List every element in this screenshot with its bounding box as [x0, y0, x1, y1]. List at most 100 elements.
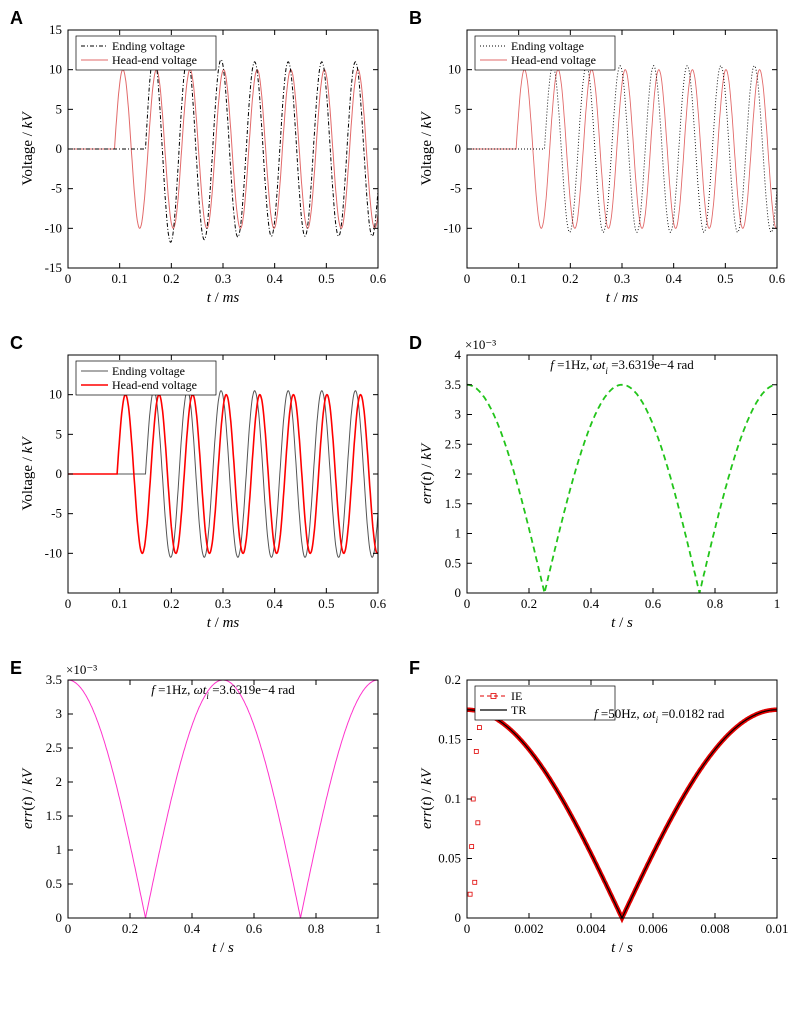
svg-text:err(t) / kV: err(t) / kV [419, 767, 435, 829]
panel-F: F 00.0020.0040.0060.0080.0100.050.10.150… [409, 660, 793, 960]
svg-text:0.8: 0.8 [707, 596, 723, 611]
svg-text:-10: -10 [45, 545, 62, 560]
svg-text:-15: -15 [45, 260, 62, 275]
svg-text:1: 1 [455, 526, 462, 541]
svg-text:0.2: 0.2 [122, 921, 138, 936]
svg-text:0: 0 [65, 271, 72, 286]
chart-F: 00.0020.0040.0060.0080.0100.050.10.150.2… [409, 660, 789, 960]
svg-text:f =1Hz, ωti =3.6319e−4 rad: f =1Hz, ωti =3.6319e−4 rad [550, 357, 694, 376]
chart-E: 00.20.40.60.8100.511.522.533.5×10⁻³t / s… [10, 660, 390, 960]
svg-text:0.8: 0.8 [308, 921, 324, 936]
svg-text:1: 1 [375, 921, 382, 936]
chart-A: 00.10.20.30.40.50.6-15-10-5051015t / msV… [10, 10, 390, 310]
svg-text:2: 2 [56, 774, 63, 789]
svg-text:0: 0 [464, 596, 471, 611]
svg-text:5: 5 [56, 101, 63, 116]
svg-text:-10: -10 [45, 220, 62, 235]
panel-label-E: E [10, 658, 22, 679]
svg-text:0.3: 0.3 [215, 596, 231, 611]
svg-text:0.4: 0.4 [583, 596, 600, 611]
svg-text:0.15: 0.15 [438, 732, 461, 747]
svg-text:0.4: 0.4 [666, 271, 683, 286]
svg-text:0: 0 [56, 910, 63, 925]
svg-text:1: 1 [774, 596, 781, 611]
svg-text:0: 0 [464, 271, 471, 286]
svg-text:0.004: 0.004 [576, 921, 606, 936]
svg-text:0.2: 0.2 [521, 596, 537, 611]
svg-text:0.4: 0.4 [267, 271, 284, 286]
svg-text:0.2: 0.2 [562, 271, 578, 286]
svg-text:0: 0 [56, 466, 63, 481]
svg-text:0.01: 0.01 [766, 921, 789, 936]
svg-text:0.2: 0.2 [163, 596, 179, 611]
svg-text:0.5: 0.5 [318, 596, 334, 611]
svg-text:1.5: 1.5 [46, 808, 62, 823]
svg-text:0.006: 0.006 [638, 921, 668, 936]
svg-text:0.1: 0.1 [112, 271, 128, 286]
svg-text:0: 0 [455, 141, 462, 156]
panel-C: C 00.10.20.30.40.50.6-10-50510t / msVolt… [10, 335, 394, 635]
panel-label-D: D [409, 333, 422, 354]
svg-text:0: 0 [56, 141, 63, 156]
svg-text:0.5: 0.5 [717, 271, 733, 286]
figure-grid: A 00.10.20.30.40.50.6-15-10-5051015t / m… [10, 10, 793, 960]
svg-text:t / ms: t / ms [207, 290, 240, 306]
panel-label-F: F [409, 658, 420, 679]
svg-text:10: 10 [49, 387, 62, 402]
svg-text:2: 2 [455, 466, 462, 481]
svg-text:0.1: 0.1 [112, 596, 128, 611]
svg-text:0.6: 0.6 [645, 596, 662, 611]
svg-text:2.5: 2.5 [46, 740, 62, 755]
svg-text:15: 15 [49, 22, 62, 37]
svg-text:0.1: 0.1 [511, 271, 527, 286]
svg-text:×10⁻³: ×10⁻³ [465, 337, 496, 352]
svg-text:5: 5 [56, 426, 63, 441]
svg-text:0.6: 0.6 [769, 271, 786, 286]
svg-text:10: 10 [49, 62, 62, 77]
svg-text:0.5: 0.5 [46, 876, 62, 891]
panel-A: A 00.10.20.30.40.50.6-15-10-5051015t / m… [10, 10, 394, 310]
svg-text:3: 3 [455, 407, 462, 422]
panel-label-B: B [409, 8, 422, 29]
svg-text:3.5: 3.5 [46, 672, 62, 687]
svg-text:3: 3 [56, 706, 63, 721]
svg-text:t / s: t / s [611, 615, 633, 631]
svg-text:t / ms: t / ms [207, 615, 240, 631]
svg-text:×10⁻³: ×10⁻³ [66, 662, 97, 677]
svg-text:0.5: 0.5 [445, 555, 461, 570]
svg-text:Head-end voltage: Head-end voltage [112, 53, 197, 67]
svg-text:-5: -5 [51, 506, 62, 521]
svg-text:Ending voltage: Ending voltage [511, 39, 584, 53]
svg-text:0: 0 [455, 585, 462, 600]
svg-text:Voltage / kV: Voltage / kV [419, 111, 435, 186]
svg-text:0.1: 0.1 [445, 791, 461, 806]
svg-text:0.05: 0.05 [438, 851, 461, 866]
svg-text:err(t) / kV: err(t) / kV [419, 442, 435, 504]
chart-D: 00.20.40.60.8100.511.522.533.54×10⁻³t / … [409, 335, 789, 635]
chart-B: 00.10.20.30.40.50.6-10-50510t / msVoltag… [409, 10, 789, 310]
svg-text:f =50Hz, ωti =0.0182 rad: f =50Hz, ωti =0.0182 rad [594, 706, 725, 725]
svg-text:4: 4 [455, 347, 462, 362]
svg-text:Ending voltage: Ending voltage [112, 364, 185, 378]
svg-text:0.4: 0.4 [184, 921, 201, 936]
svg-text:err(t) / kV: err(t) / kV [20, 767, 36, 829]
chart-C: 00.10.20.30.40.50.6-10-50510t / msVoltag… [10, 335, 390, 635]
svg-text:t / s: t / s [611, 940, 633, 956]
panel-B: B 00.10.20.30.40.50.6-10-50510t / msVolt… [409, 10, 793, 310]
svg-text:TR: TR [511, 703, 526, 717]
svg-text:0.6: 0.6 [246, 921, 263, 936]
svg-text:0.6: 0.6 [370, 596, 387, 611]
svg-text:0.2: 0.2 [445, 672, 461, 687]
svg-text:0.5: 0.5 [318, 271, 334, 286]
svg-text:1.5: 1.5 [445, 496, 461, 511]
panel-label-A: A [10, 8, 23, 29]
svg-text:0: 0 [65, 921, 72, 936]
svg-text:0.008: 0.008 [700, 921, 729, 936]
svg-text:-5: -5 [450, 181, 461, 196]
svg-text:IE: IE [511, 689, 522, 703]
svg-text:t / s: t / s [212, 940, 234, 956]
svg-text:Voltage / kV: Voltage / kV [20, 111, 36, 186]
svg-text:2.5: 2.5 [445, 436, 461, 451]
panel-E: E 00.20.40.60.8100.511.522.533.5×10⁻³t /… [10, 660, 394, 960]
svg-text:Ending voltage: Ending voltage [112, 39, 185, 53]
